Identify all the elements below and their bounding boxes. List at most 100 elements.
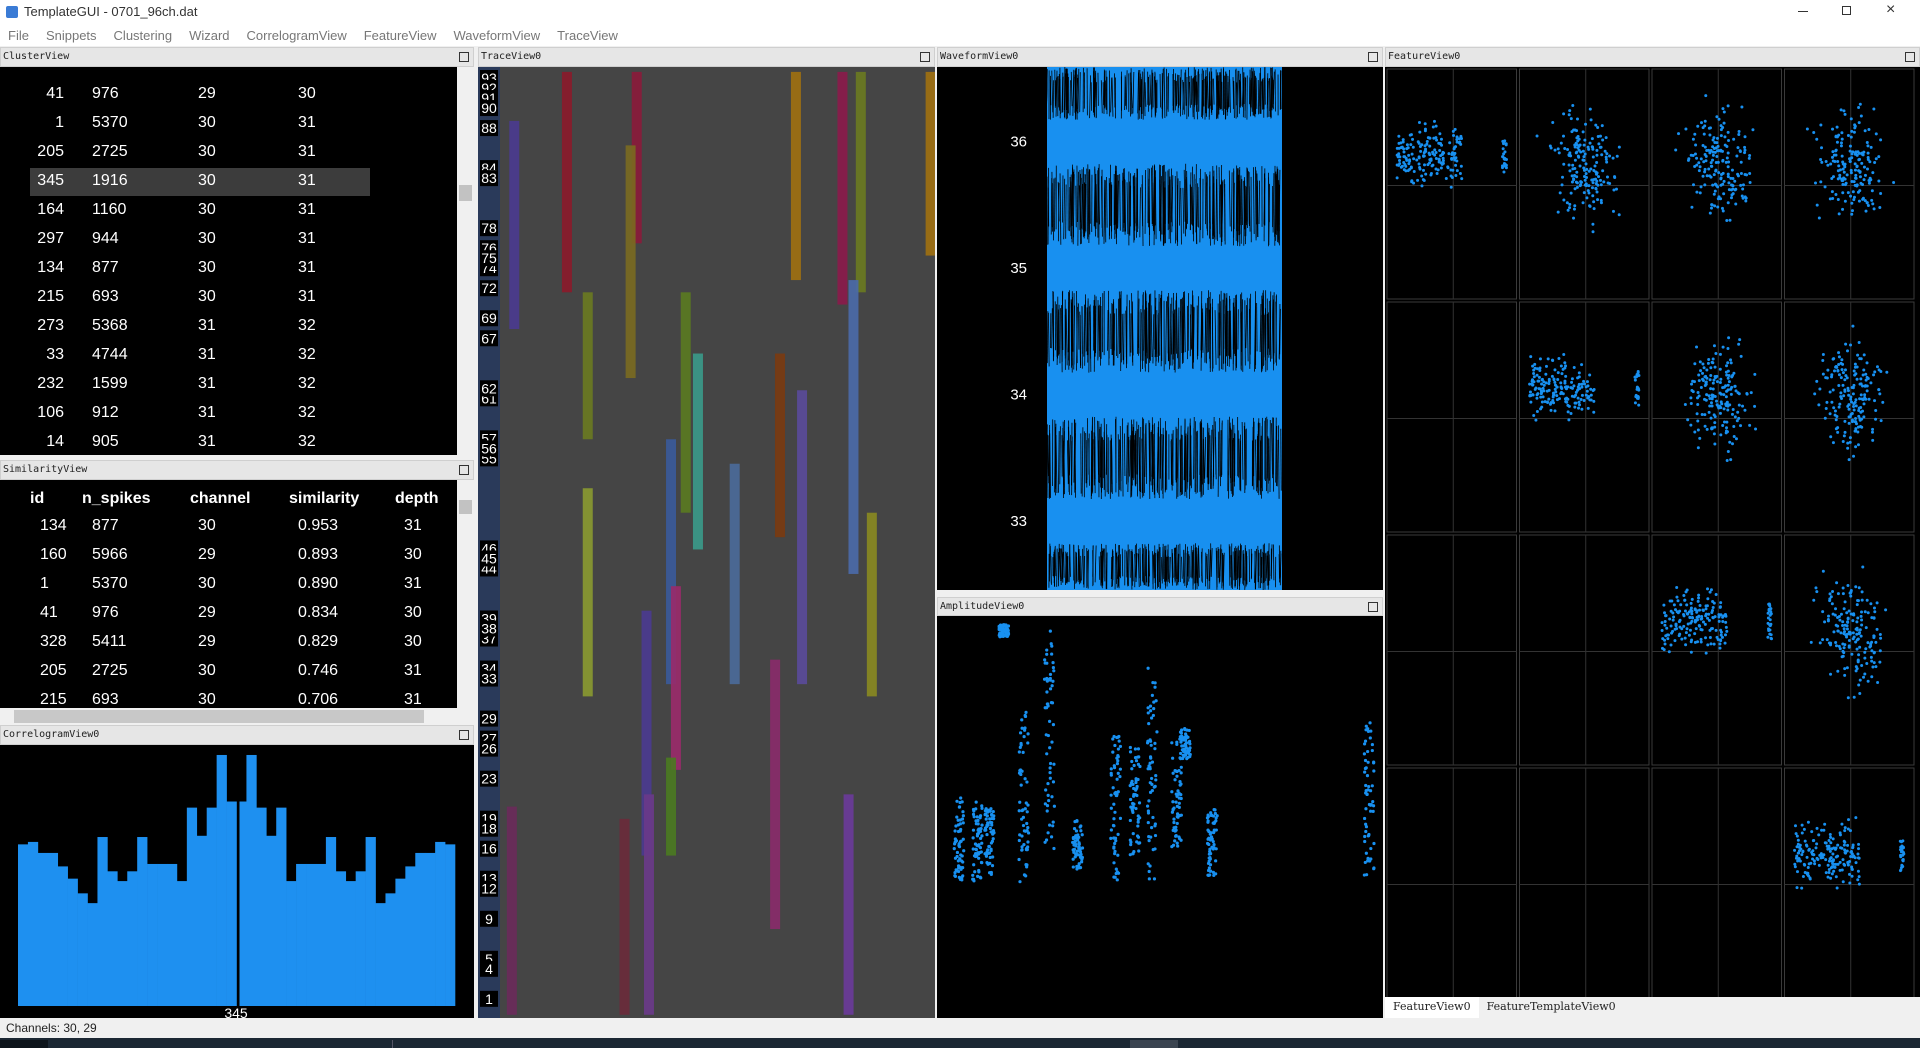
menu-item[interactable]: CorrelogramView: [246, 27, 347, 43]
menu-item[interactable]: TraceView: [557, 27, 618, 43]
table-cell[interactable]: 29: [198, 633, 216, 650]
table-cell[interactable]: 205: [40, 662, 67, 679]
table-cell[interactable]: 30: [198, 575, 216, 592]
table-cell[interactable]: 30: [198, 259, 216, 276]
table-cell[interactable]: 30: [198, 691, 216, 708]
menu-item[interactable]: File: [8, 27, 29, 43]
table-cell[interactable]: 160: [40, 546, 67, 563]
table-cell[interactable]: 31: [298, 201, 316, 218]
table-cell[interactable]: 29: [198, 85, 216, 102]
column-header[interactable]: channel: [190, 490, 251, 507]
table-cell[interactable]: 1599: [92, 375, 128, 392]
table-cell[interactable]: 31: [298, 288, 316, 305]
table-cell[interactable]: 345: [37, 172, 64, 189]
scroll-thumb[interactable]: [459, 185, 472, 201]
table-cell[interactable]: 1160: [92, 201, 127, 218]
menu-item[interactable]: Snippets: [45, 27, 97, 43]
minimize-button[interactable]: [1798, 11, 1808, 12]
table-cell[interactable]: 32: [298, 375, 316, 392]
table-cell[interactable]: 30: [404, 633, 422, 650]
table-cell[interactable]: 29: [198, 546, 216, 563]
float-button[interactable]: [459, 52, 469, 62]
table-cell[interactable]: 5411: [92, 633, 127, 650]
table-cell[interactable]: 1916: [92, 172, 128, 189]
table-cell[interactable]: 2725: [92, 143, 128, 160]
taskbar-item[interactable]: [1130, 1040, 1178, 1048]
table-cell[interactable]: 0.746: [298, 662, 339, 679]
table-cell[interactable]: 877: [92, 259, 119, 276]
float-button[interactable]: [459, 465, 469, 475]
table-cell[interactable]: 5370: [92, 575, 128, 592]
table-cell[interactable]: 5966: [92, 546, 128, 563]
table-cell[interactable]: 134: [37, 259, 64, 276]
table-cell[interactable]: 976: [92, 604, 119, 621]
table-cell[interactable]: 31: [198, 404, 216, 421]
table-cell[interactable]: 273: [37, 317, 64, 334]
menu-item[interactable]: Wizard: [189, 27, 230, 43]
menu-item[interactable]: FeatureView: [363, 27, 437, 43]
close-button[interactable]: ×: [1886, 1, 1896, 18]
tab[interactable]: FeatureView0: [1385, 997, 1479, 1018]
table-cell[interactable]: 30: [198, 201, 216, 218]
table-cell[interactable]: 134: [40, 517, 67, 534]
table-cell[interactable]: 2725: [92, 662, 128, 679]
table-cell[interactable]: 0.890: [298, 575, 339, 592]
table-cell[interactable]: 14: [46, 433, 64, 450]
table-cell[interactable]: 32: [298, 433, 316, 450]
table-cell[interactable]: 41: [46, 85, 64, 102]
table-cell[interactable]: 31: [298, 259, 316, 276]
table-cell[interactable]: 1: [40, 575, 49, 592]
table-cell[interactable]: 29: [198, 604, 216, 621]
table-cell[interactable]: 5370: [92, 114, 128, 131]
scroll-thumb[interactable]: [459, 500, 472, 514]
table-cell[interactable]: 30: [198, 114, 216, 131]
table-cell[interactable]: 31: [298, 114, 316, 131]
table-cell[interactable]: 912: [92, 404, 119, 421]
maximize-button[interactable]: [1842, 6, 1851, 15]
table-cell[interactable]: 215: [37, 288, 64, 305]
table-cell[interactable]: 1: [55, 114, 64, 131]
table-cell[interactable]: 31: [298, 143, 316, 160]
column-header[interactable]: similarity: [289, 490, 360, 507]
table-cell[interactable]: 215: [40, 691, 67, 708]
table-cell[interactable]: 905: [92, 433, 119, 450]
table-cell[interactable]: 5368: [92, 317, 128, 334]
table-cell[interactable]: 33: [46, 346, 64, 363]
table-cell[interactable]: 4744: [92, 346, 128, 363]
table-cell[interactable]: 31: [198, 375, 216, 392]
table-cell[interactable]: 30: [198, 172, 216, 189]
table-cell[interactable]: 328: [40, 633, 67, 650]
float-button[interactable]: [1368, 52, 1378, 62]
menu-item[interactable]: WaveformView: [453, 27, 541, 43]
table-cell[interactable]: 205: [37, 143, 64, 160]
float-button[interactable]: [459, 730, 469, 740]
table-cell[interactable]: 31: [404, 517, 422, 534]
table-cell[interactable]: 106: [37, 404, 64, 421]
table-cell[interactable]: 30: [198, 230, 216, 247]
table-cell[interactable]: 30: [198, 517, 216, 534]
column-header[interactable]: n_spikes: [82, 490, 151, 507]
table-cell[interactable]: 31: [404, 575, 422, 592]
table-cell[interactable]: 30: [298, 85, 316, 102]
table-cell[interactable]: 944: [92, 230, 119, 247]
table-cell[interactable]: 693: [92, 691, 119, 708]
table-cell[interactable]: 31: [298, 230, 316, 247]
table-cell[interactable]: 31: [404, 662, 422, 679]
table-cell[interactable]: 693: [92, 288, 119, 305]
tab[interactable]: FeatureTemplateView0: [1486, 1000, 1616, 1013]
table-cell[interactable]: 0.829: [298, 633, 339, 650]
table-cell[interactable]: 30: [404, 604, 422, 621]
table-cell[interactable]: 297: [37, 230, 64, 247]
float-button[interactable]: [920, 52, 930, 62]
table-cell[interactable]: 30: [198, 288, 216, 305]
table-cell[interactable]: 0.893: [298, 546, 339, 563]
column-header[interactable]: id: [30, 490, 45, 507]
table-cell[interactable]: 30: [198, 143, 216, 160]
table-cell[interactable]: 164: [37, 201, 64, 218]
table-cell[interactable]: 30: [404, 546, 422, 563]
table-cell[interactable]: 32: [298, 317, 316, 334]
table-cell[interactable]: 0.706: [298, 691, 339, 708]
table-cell[interactable]: 31: [198, 433, 216, 450]
table-cell[interactable]: 31: [198, 346, 216, 363]
h-scroll-thumb[interactable]: [14, 710, 424, 723]
